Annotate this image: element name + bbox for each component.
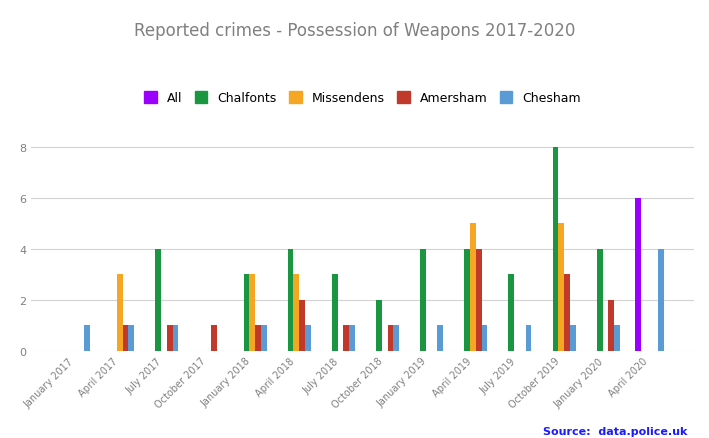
- Bar: [570, 325, 576, 351]
- Bar: [388, 325, 393, 351]
- Bar: [481, 325, 487, 351]
- Bar: [244, 275, 250, 351]
- Bar: [508, 275, 514, 351]
- Bar: [255, 325, 261, 351]
- Bar: [349, 325, 355, 351]
- Bar: [211, 325, 217, 351]
- Bar: [470, 224, 476, 351]
- Bar: [476, 249, 481, 351]
- Bar: [343, 325, 349, 351]
- Bar: [597, 249, 603, 351]
- Bar: [155, 249, 161, 351]
- Text: Source:  data.police.uk: Source: data.police.uk: [543, 426, 688, 436]
- Bar: [332, 275, 337, 351]
- Bar: [635, 198, 641, 351]
- Bar: [614, 325, 620, 351]
- Bar: [305, 325, 311, 351]
- Bar: [525, 325, 532, 351]
- Bar: [564, 275, 570, 351]
- Text: Reported crimes - Possession of Weapons 2017-2020: Reported crimes - Possession of Weapons …: [134, 22, 575, 40]
- Bar: [608, 300, 614, 351]
- Bar: [437, 325, 443, 351]
- Bar: [172, 325, 178, 351]
- Bar: [376, 300, 381, 351]
- Bar: [658, 249, 664, 351]
- Bar: [117, 275, 123, 351]
- Bar: [288, 249, 294, 351]
- Bar: [167, 325, 172, 351]
- Bar: [123, 325, 128, 351]
- Bar: [393, 325, 399, 351]
- Legend: All, Chalfonts, Missendens, Amersham, Chesham: All, Chalfonts, Missendens, Amersham, Ch…: [139, 87, 586, 110]
- Bar: [261, 325, 267, 351]
- Bar: [552, 148, 559, 351]
- Bar: [294, 275, 299, 351]
- Bar: [128, 325, 134, 351]
- Bar: [559, 224, 564, 351]
- Bar: [464, 249, 470, 351]
- Bar: [299, 300, 305, 351]
- Bar: [84, 325, 90, 351]
- Bar: [250, 275, 255, 351]
- Bar: [420, 249, 426, 351]
